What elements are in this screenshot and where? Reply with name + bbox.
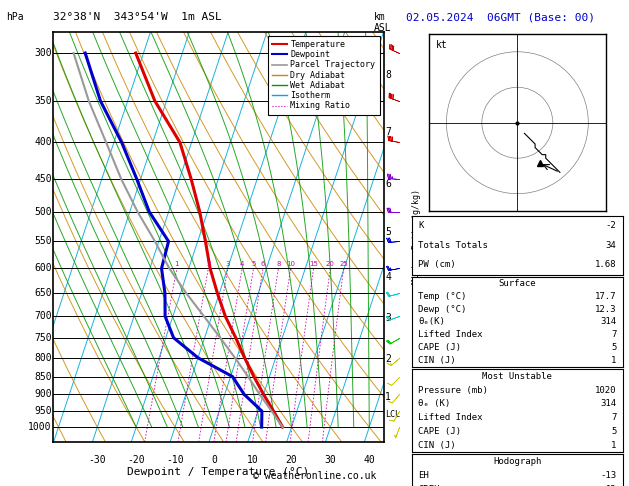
Text: 1: 1: [386, 392, 391, 402]
Text: CAPE (J): CAPE (J): [418, 343, 461, 352]
Text: 5: 5: [611, 427, 616, 436]
Text: 550: 550: [34, 236, 52, 246]
Text: 4: 4: [386, 272, 391, 281]
Text: -13: -13: [600, 471, 616, 480]
Legend: Temperature, Dewpoint, Parcel Trajectory, Dry Adiabat, Wet Adiabat, Isotherm, Mi: Temperature, Dewpoint, Parcel Trajectory…: [268, 36, 379, 115]
Text: 500: 500: [34, 207, 52, 217]
Text: 32°38'N  343°54'W  1m ASL: 32°38'N 343°54'W 1m ASL: [53, 12, 222, 22]
Text: Lifted Index: Lifted Index: [418, 330, 483, 339]
Text: 4: 4: [240, 261, 244, 267]
Text: 12.3: 12.3: [595, 305, 616, 313]
Text: CAPE (J): CAPE (J): [418, 427, 461, 436]
Text: 3: 3: [226, 261, 230, 267]
Text: Surface: Surface: [499, 279, 536, 288]
Text: 20: 20: [326, 261, 335, 267]
Text: 1: 1: [175, 261, 179, 267]
Text: 1.68: 1.68: [595, 260, 616, 269]
Text: -10: -10: [166, 454, 184, 465]
Text: 900: 900: [34, 389, 52, 399]
Text: 400: 400: [34, 138, 52, 147]
Text: 30: 30: [325, 454, 337, 465]
Text: 5: 5: [386, 226, 391, 237]
Text: 40: 40: [364, 454, 375, 465]
Text: 700: 700: [34, 311, 52, 321]
Text: 1: 1: [611, 356, 616, 365]
Text: -30: -30: [89, 454, 106, 465]
Text: 800: 800: [34, 353, 52, 363]
Text: 8: 8: [276, 261, 281, 267]
Text: 350: 350: [34, 96, 52, 106]
Text: 25: 25: [339, 261, 348, 267]
Text: 10: 10: [247, 454, 259, 465]
Text: -2: -2: [606, 222, 616, 230]
Text: hPa: hPa: [6, 12, 24, 22]
Text: EH: EH: [418, 471, 429, 480]
Text: 650: 650: [34, 288, 52, 298]
Text: 1: 1: [611, 441, 616, 450]
Text: 300: 300: [34, 48, 52, 58]
Text: 20: 20: [286, 454, 298, 465]
Text: PW (cm): PW (cm): [418, 260, 456, 269]
Text: θₑ(K): θₑ(K): [418, 317, 445, 327]
Text: K: K: [418, 222, 424, 230]
X-axis label: Dewpoint / Temperature (°C): Dewpoint / Temperature (°C): [128, 467, 309, 477]
Text: Totals Totals: Totals Totals: [418, 241, 488, 250]
Text: 02.05.2024  06GMT (Base: 00): 02.05.2024 06GMT (Base: 00): [406, 12, 594, 22]
Text: θₑ (K): θₑ (K): [418, 399, 450, 408]
Text: 3: 3: [386, 313, 391, 324]
Text: Lifted Index: Lifted Index: [418, 413, 483, 422]
Text: Most Unstable: Most Unstable: [482, 372, 552, 381]
Text: 7: 7: [611, 330, 616, 339]
Text: SREH: SREH: [418, 485, 440, 486]
Text: 600: 600: [34, 263, 52, 274]
Text: 34: 34: [606, 241, 616, 250]
Text: 6: 6: [386, 179, 391, 189]
Text: 750: 750: [34, 333, 52, 343]
Text: Dewp (°C): Dewp (°C): [418, 305, 467, 313]
Text: 314: 314: [600, 317, 616, 327]
Text: 5: 5: [252, 261, 256, 267]
Text: 314: 314: [600, 399, 616, 408]
Text: 0: 0: [211, 454, 217, 465]
Text: 450: 450: [34, 174, 52, 184]
Text: -20: -20: [127, 454, 145, 465]
Text: CIN (J): CIN (J): [418, 356, 456, 365]
Text: Mixing Ratio (g/kg): Mixing Ratio (g/kg): [412, 190, 421, 284]
Text: 7: 7: [386, 127, 391, 137]
Text: © weatheronline.co.uk: © weatheronline.co.uk: [253, 471, 376, 481]
Text: 850: 850: [34, 372, 52, 382]
Text: 8: 8: [386, 70, 391, 80]
Text: 5: 5: [611, 343, 616, 352]
Text: 17.7: 17.7: [595, 292, 616, 301]
Text: 1020: 1020: [595, 385, 616, 395]
Text: 7: 7: [611, 413, 616, 422]
Text: ASL: ASL: [374, 23, 392, 34]
Text: 15: 15: [309, 261, 318, 267]
Text: CIN (J): CIN (J): [418, 441, 456, 450]
Text: 1000: 1000: [28, 422, 52, 432]
Text: 6: 6: [261, 261, 265, 267]
Text: LCL: LCL: [386, 410, 400, 419]
Text: 2: 2: [386, 353, 391, 364]
Text: Temp (°C): Temp (°C): [418, 292, 467, 301]
Text: 10: 10: [286, 261, 295, 267]
Text: kt: kt: [436, 40, 447, 50]
Text: Hodograph: Hodograph: [493, 457, 542, 466]
Text: Pressure (mb): Pressure (mb): [418, 385, 488, 395]
Text: 12: 12: [606, 485, 616, 486]
Text: km: km: [374, 12, 386, 22]
Text: 2: 2: [206, 261, 211, 267]
Text: 950: 950: [34, 406, 52, 416]
